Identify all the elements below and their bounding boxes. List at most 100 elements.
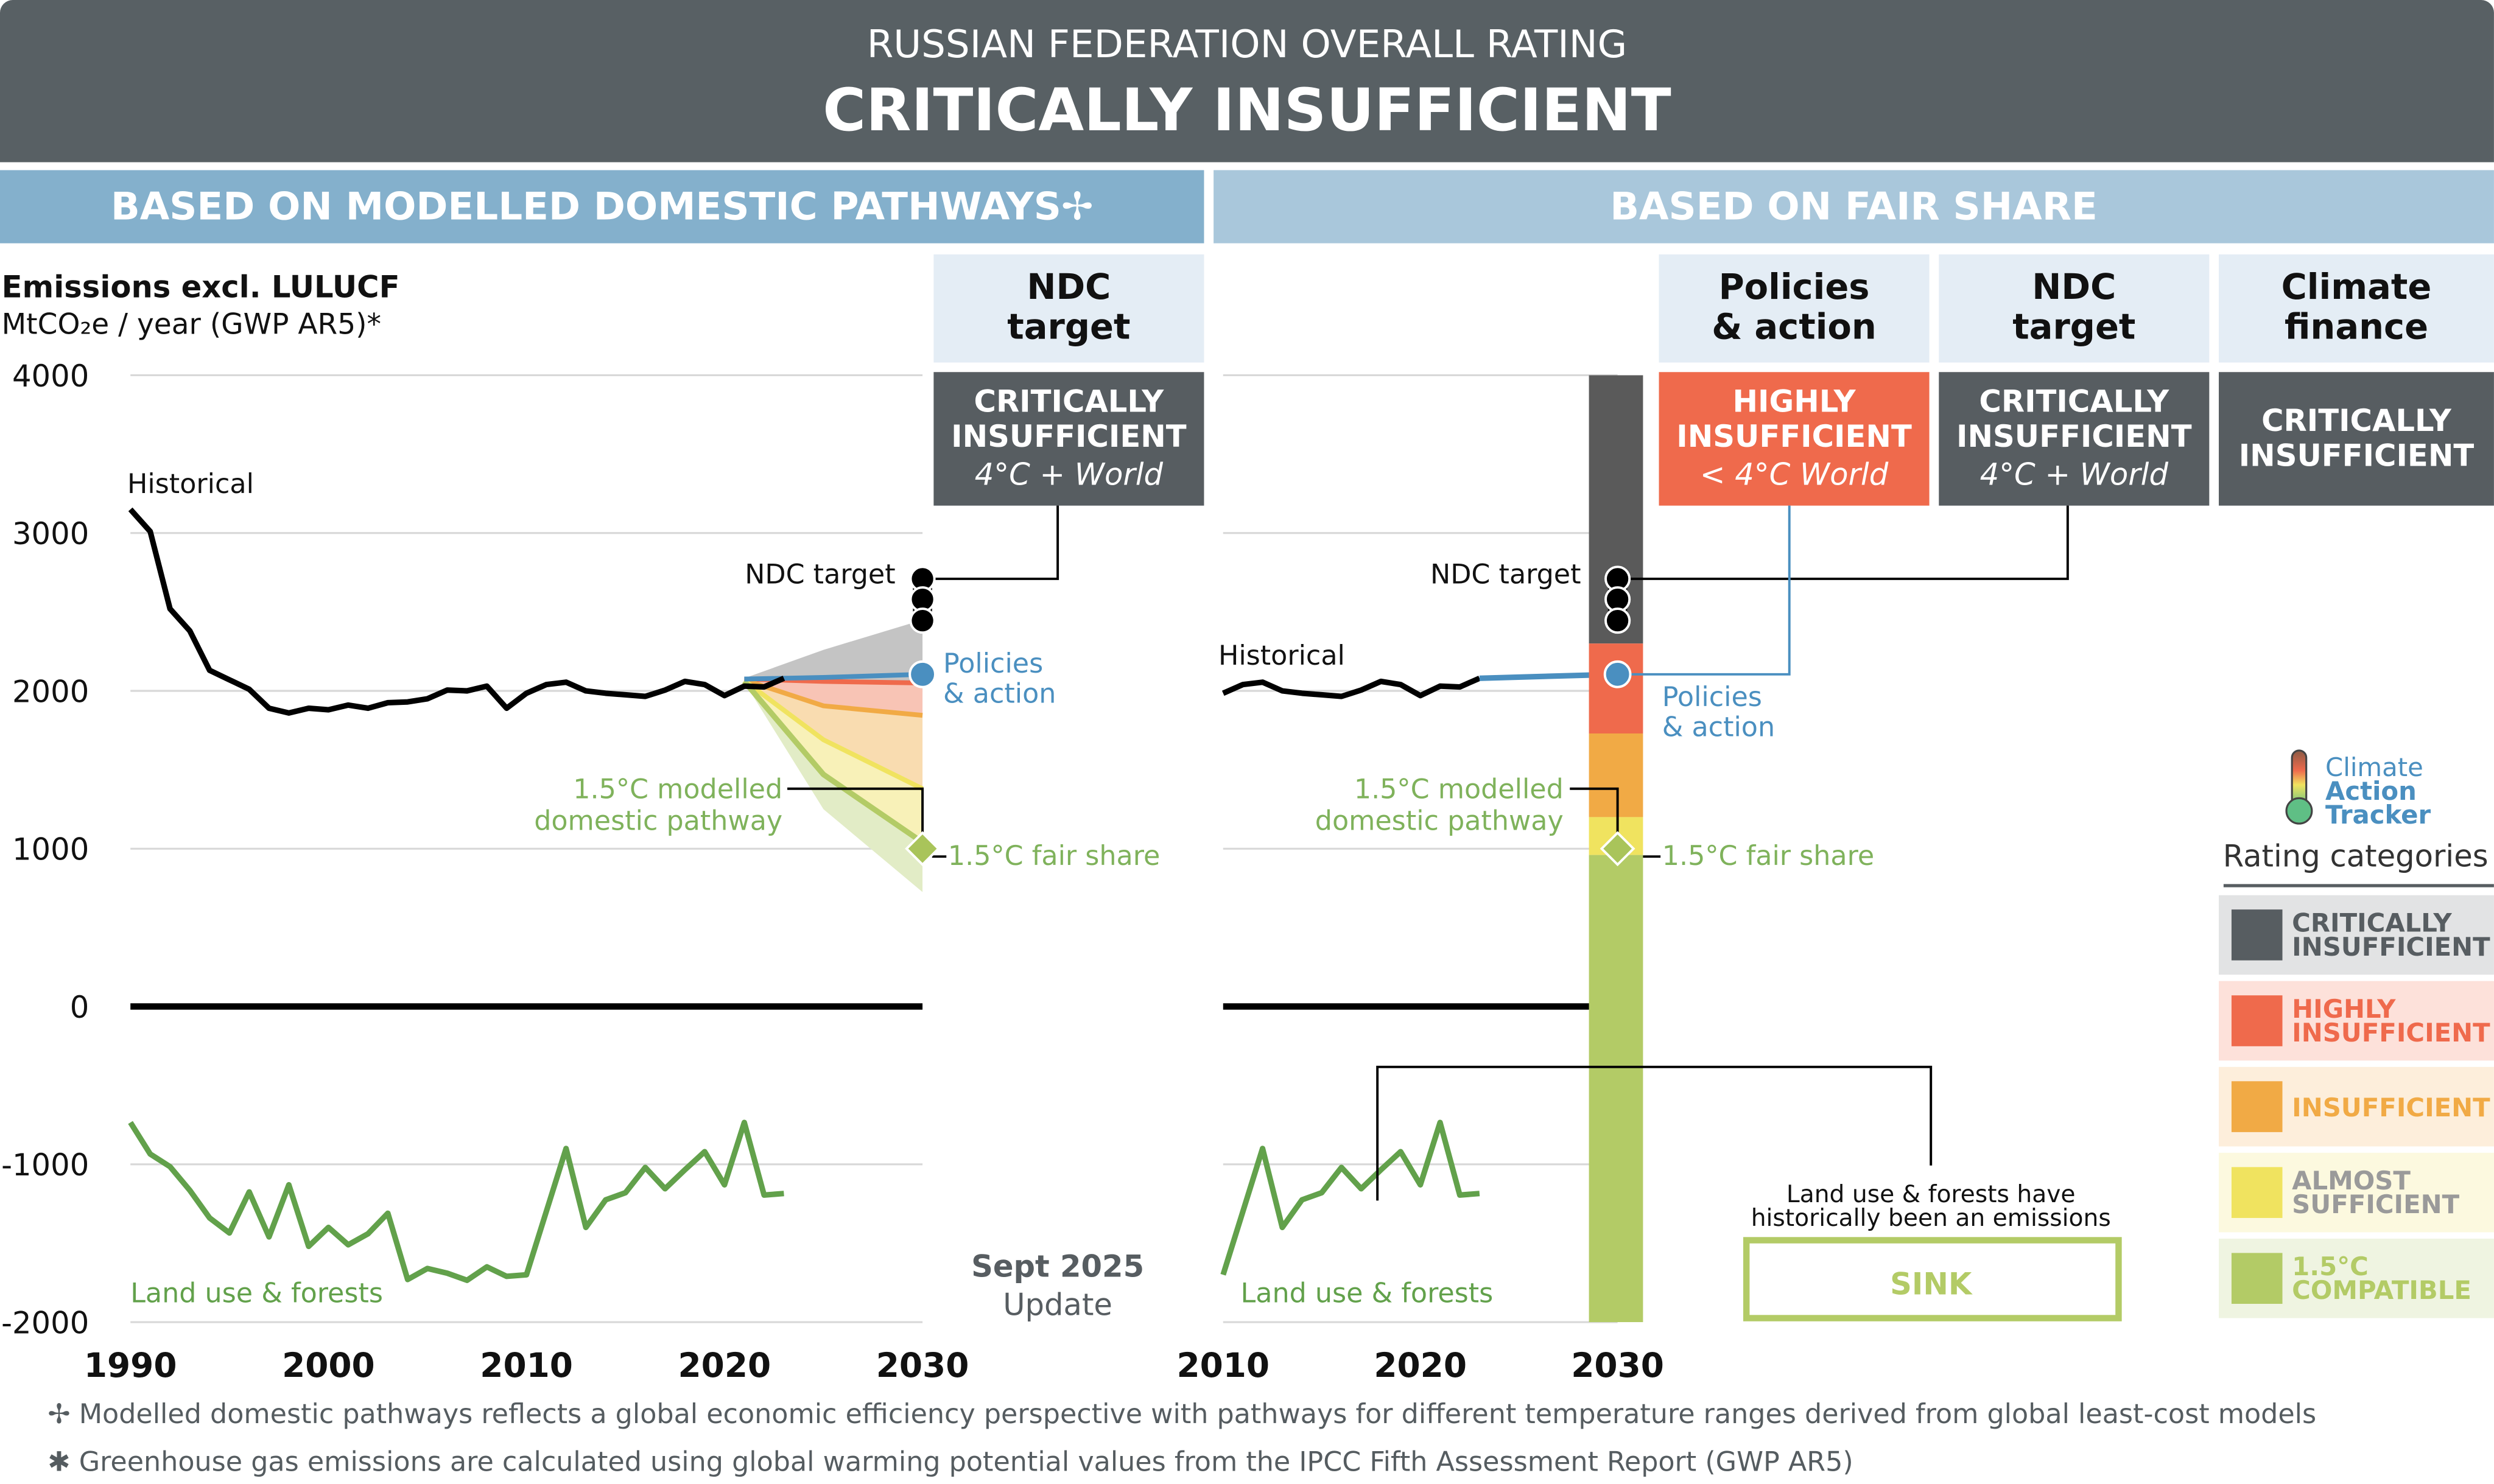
policies-marker xyxy=(908,660,936,688)
line-policies-action xyxy=(744,671,923,682)
label-modelled-pathway: 1.5°C modelled xyxy=(573,774,782,805)
label-policies: & action xyxy=(943,679,1056,710)
label-policies-right: & action xyxy=(1662,712,1775,743)
legend-item: INSUFFICIENT xyxy=(2219,1066,2494,1147)
y-tick-label: 3000 xyxy=(12,516,89,551)
legend-swatch xyxy=(2231,1081,2283,1132)
logo-text: Tracker xyxy=(2325,800,2431,830)
label-modelled-pathway: domestic pathway xyxy=(534,806,782,837)
footnote-1: ✢ Modelled domestic pathways reflects a … xyxy=(47,1399,2316,1431)
footnote-mark: ✱ xyxy=(47,1447,71,1479)
x-tick-label: 1990 xyxy=(84,1346,177,1385)
line-historical xyxy=(128,507,785,716)
x-tick-label: 2020 xyxy=(1374,1346,1467,1385)
legend-swatch xyxy=(2231,1167,2283,1218)
column-header-policies: Policies & action xyxy=(1659,254,1930,363)
y-axis-unit: MtCO₂e / year (GWP AR5)* xyxy=(1,308,381,342)
rating-ndc-modelled: CRITICALLY INSUFFICIENT 4°C + World xyxy=(933,372,1204,506)
column-header-ndc-fair: NDC target xyxy=(1939,254,2210,363)
band-almost-sufficient xyxy=(744,681,923,842)
banner-subtitle: RUSSIAN FEDERATION OVERALL RATING xyxy=(866,22,1628,67)
sink-note: historically been an emissions xyxy=(1751,1205,2111,1232)
line-historical-right xyxy=(1221,676,1481,699)
legend-label: HIGHLY INSUFFICIENT xyxy=(2292,993,2490,1048)
footnote-text: Greenhouse gas emissions are calculated … xyxy=(79,1447,1853,1479)
rating-policies: HIGHLY INSUFFICIENT < 4°C World xyxy=(1659,372,1930,506)
footnote-mark: ✢ xyxy=(47,1399,71,1431)
column-header-climate-finance: Climate finance xyxy=(2219,254,2494,363)
label-land-use-right: Land use & forests xyxy=(1241,1278,1494,1309)
y-tick-label: 4000 xyxy=(12,359,89,394)
label-land-use: Land use & forests xyxy=(130,1278,383,1309)
rating-temperature: < 4°C World xyxy=(1699,458,1889,493)
bar-highly-insufficient xyxy=(1589,643,1643,734)
legend-label: INSUFFICIENT xyxy=(2292,1091,2490,1122)
label-historical-right: Historical xyxy=(1218,640,1345,671)
legend-item: CRITICALLY INSUFFICIENT xyxy=(2219,895,2494,975)
x-tick-label: 2010 xyxy=(480,1346,573,1385)
rating-climate-finance: CRITICALLY INSUFFICIENT xyxy=(2219,372,2494,506)
label-fair-share-right: 1.5°C fair share xyxy=(1662,841,1874,872)
y-tick-label: 1000 xyxy=(12,832,89,867)
update-label: Update xyxy=(1003,1287,1112,1322)
fair-share-marker xyxy=(905,831,940,867)
x-tick-label: 2020 xyxy=(678,1346,771,1385)
header-line: & action xyxy=(1712,308,1877,349)
policies-marker xyxy=(1603,660,1632,688)
label-modelled-pathway-right: 1.5°C modelled xyxy=(1354,774,1564,805)
section-header-modelled: BASED ON MODELLED DOMESTIC PATHWAYS✢ xyxy=(0,170,1204,243)
legend-swatch xyxy=(2231,909,2283,961)
climate-action-tracker-logo: Climate Action Tracker xyxy=(2285,749,2431,830)
y-tick-label: 2000 xyxy=(12,674,89,709)
rating-line: CRITICALLY xyxy=(974,385,1164,420)
bar-compatible xyxy=(1589,855,1643,1323)
y-tick-label: -2000 xyxy=(1,1305,89,1340)
header-line: finance xyxy=(2284,308,2429,349)
band-insufficient xyxy=(744,679,923,789)
legend-title: Rating categories xyxy=(2223,839,2489,874)
rating-line: INSUFFICIENT xyxy=(1956,419,2192,455)
line-land-use-right xyxy=(1220,1119,1480,1276)
legend-item: ALMOST SUFFICIENT xyxy=(2219,1152,2494,1233)
footnote-text: Modelled domestic pathways reflects a gl… xyxy=(79,1399,2317,1431)
ndc-target-marker xyxy=(909,607,936,634)
y-tick-label: -1000 xyxy=(1,1147,89,1183)
overall-rating: CRITICALLY INSUFFICIENT xyxy=(823,76,1671,145)
bar-insufficient xyxy=(1589,733,1643,817)
legend-label: CRITICALLY INSUFFICIENT xyxy=(2292,908,2490,962)
logo-text: Climate xyxy=(2325,752,2423,782)
label-policies-right: Policies xyxy=(1662,682,1762,713)
x-tick-label: 2030 xyxy=(1571,1346,1664,1385)
header-line: NDC xyxy=(2032,268,2116,309)
line-insufficient-boundary xyxy=(743,677,923,718)
rating-temperature: 4°C + World xyxy=(974,458,1164,493)
footnote-2: ✱ Greenhouse gas emissions are calculate… xyxy=(47,1447,1853,1479)
legend-item: HIGHLY INSUFFICIENT xyxy=(2219,981,2494,1061)
sink-box xyxy=(1743,1237,2122,1321)
header-line: Climate xyxy=(2281,268,2432,309)
label-ndc-target-right: NDC target xyxy=(1430,559,1581,590)
connector-sink xyxy=(1376,1065,1933,1201)
rating-line: INSUFFICIENT xyxy=(1676,419,1912,455)
legend-item: 1.5°C COMPATIBLE xyxy=(2219,1238,2494,1318)
band-critically-insufficient xyxy=(744,620,923,684)
rating-temperature: 4°C + World xyxy=(1979,458,2168,493)
header-line: NDC xyxy=(1027,268,1111,309)
x-tick-label: 2010 xyxy=(1176,1346,1270,1385)
connector-ndc xyxy=(922,505,1059,580)
x-tick-label: 2030 xyxy=(876,1346,969,1385)
legend-swatch xyxy=(2231,1253,2283,1304)
line-almost-boundary xyxy=(743,679,924,791)
header-line: Policies xyxy=(1718,268,1870,309)
fair-share-marker xyxy=(1600,831,1635,867)
ndc-target-marker xyxy=(1604,607,1631,634)
label-modelled-pathway-right: domestic pathway xyxy=(1315,806,1564,837)
rating-ndc-fair: CRITICALLY INSUFFICIENT 4°C + World xyxy=(1939,372,2210,506)
rating-line: INSUFFICIENT xyxy=(2238,438,2475,474)
line-1-5c-pathway xyxy=(742,679,924,845)
rating-line: CRITICALLY xyxy=(2261,404,2451,439)
thermometer-bulb-icon xyxy=(2285,797,2313,825)
legend-label: ALMOST SUFFICIENT xyxy=(2292,1165,2460,1220)
